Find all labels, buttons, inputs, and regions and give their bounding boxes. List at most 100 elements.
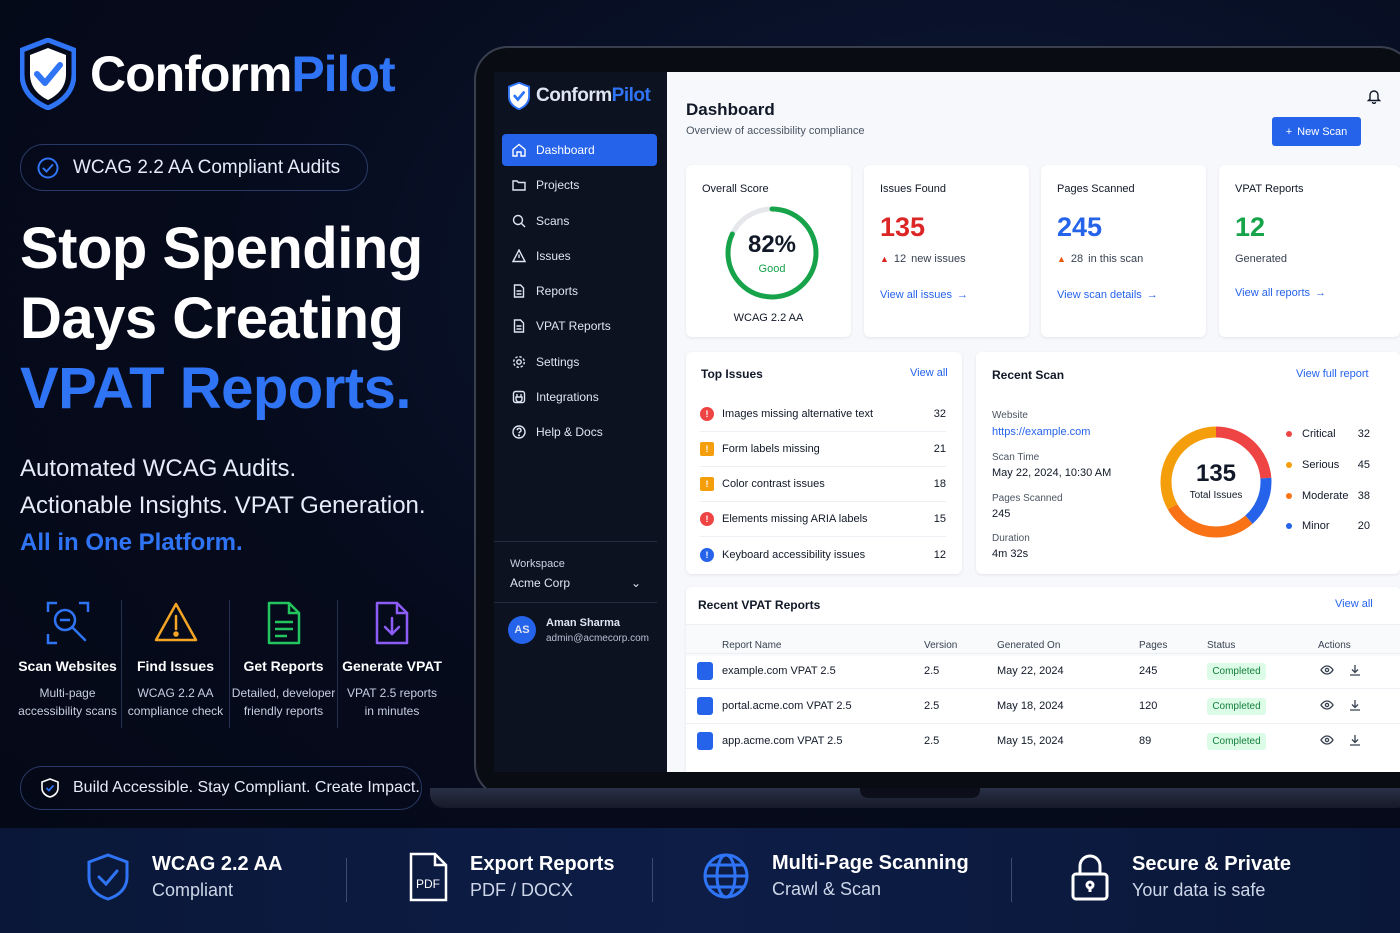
vpat-table-view-all[interactable]: View all <box>1335 598 1373 610</box>
issue-name: Form labels missing <box>722 443 820 455</box>
chevron-down-icon: ⌄ <box>630 576 641 590</box>
sidebar-item-help[interactable]: Help & Docs <box>502 416 657 448</box>
legend-serious: Serious 45 <box>1286 459 1370 471</box>
legend-minor: Minor 20 <box>1286 520 1370 532</box>
headline: Stop Spending Days Creating VPAT Reports… <box>20 214 423 424</box>
bell-icon[interactable] <box>1367 88 1381 104</box>
issue-count: 18 <box>933 478 946 490</box>
table-row[interactable]: portal.acme.com VPAT 2.5 2.5 May 18, 202… <box>686 688 1400 723</box>
pages-scanned-value: 245 <box>992 508 1011 520</box>
strip-desc: Compliant <box>152 880 234 900</box>
user-name: Aman Sharma <box>546 616 620 629</box>
list-item[interactable]: ! Images missing alternative text 32 <box>700 397 946 432</box>
view-all-reports-link[interactable]: View all reports → <box>1235 287 1326 299</box>
feature-title: Find Issues <box>136 658 215 674</box>
issue-count: 32 <box>933 408 946 420</box>
duration-label: Duration <box>992 533 1030 544</box>
shield-check-icon <box>41 778 59 798</box>
app-screen: ConformPilot Dashboard Projects Scans Is… <box>494 72 1400 772</box>
report-pages: 89 <box>1139 735 1152 747</box>
list-item[interactable]: ! Elements missing ARIA labels 15 <box>700 502 946 537</box>
list-item[interactable]: ! Keyboard accessibility issues 12 <box>700 537 946 572</box>
gear-icon <box>512 355 526 368</box>
subheadline-line-1: Automated WCAG Audits. <box>20 455 297 482</box>
feature-list: Scan Websites Multi-page accessibility s… <box>14 600 446 728</box>
pages-value: 245 <box>1057 212 1103 242</box>
sidebar-item-projects[interactable]: Projects <box>502 169 657 201</box>
view-all-issues-link[interactable]: View all issues → <box>880 289 968 301</box>
sidebar-item-label: Dashboard <box>536 143 595 157</box>
sidebar-item-dashboard[interactable]: Dashboard <box>502 134 657 166</box>
help-circle-icon <box>512 425 526 440</box>
report-version: 2.5 <box>924 665 940 677</box>
column-header: Version <box>924 640 958 651</box>
sidebar-item-vpat-reports[interactable]: VPAT Reports <box>502 310 657 342</box>
eye-icon[interactable] <box>1320 663 1334 677</box>
score-label: Overall Score <box>702 183 769 195</box>
brand: ConformPilot <box>20 38 396 110</box>
scan-search-icon <box>46 601 89 645</box>
main-content: Dashboard Overview of accessibility comp… <box>667 72 1400 772</box>
sidebar-item-label: Issues <box>536 248 571 263</box>
scan-time: May 22, 2024, 10:30 AM <box>992 467 1112 479</box>
website-label: Website <box>992 410 1028 421</box>
column-header: Pages <box>1139 640 1168 651</box>
eye-icon[interactable] <box>1320 698 1334 712</box>
sidebar-nav: Dashboard Projects Scans Issues Reports … <box>502 134 657 452</box>
duration-value: 4m 32s <box>992 548 1029 560</box>
legend-moderate: Moderate 38 <box>1286 490 1370 502</box>
view-full-report-link[interactable]: View full report <box>1296 368 1369 380</box>
top-issues-view-all[interactable]: View all <box>910 367 948 379</box>
new-scan-label: New Scan <box>1297 125 1348 138</box>
download-icon[interactable] <box>1348 663 1362 677</box>
sidebar: ConformPilot Dashboard Projects Scans Is… <box>494 72 667 772</box>
sidebar-brand[interactable]: ConformPilot <box>508 82 651 110</box>
report-pages: 120 <box>1139 700 1158 712</box>
eye-icon[interactable] <box>1320 733 1334 747</box>
triangle-up-icon: ▲ <box>1057 254 1066 264</box>
vpat-label: VPAT Reports <box>1235 183 1304 195</box>
feature-scan: Scan Websites Multi-page accessibility s… <box>14 600 122 728</box>
sidebar-item-integrations[interactable]: Integrations <box>502 381 657 413</box>
view-scan-details-link[interactable]: View scan details → <box>1057 289 1158 301</box>
feature-desc: WCAG 2.2 AA <box>137 686 214 700</box>
download-icon[interactable] <box>1348 698 1362 712</box>
shield-check-icon <box>20 38 76 110</box>
sidebar-item-issues[interactable]: Issues <box>502 240 657 272</box>
issues-meta-count: 12 <box>893 253 907 265</box>
download-icon[interactable] <box>1348 733 1362 747</box>
table-row[interactable]: app.acme.com VPAT 2.5 2.5 May 15, 2024 8… <box>686 723 1400 758</box>
strip-desc: PDF / DOCX <box>470 880 574 900</box>
table-row[interactable]: example.com VPAT 2.5 2.5 May 22, 2024 24… <box>686 653 1400 688</box>
list-item[interactable]: ! Form labels missing 21 <box>700 432 946 467</box>
arrow-right-icon: → <box>1315 287 1326 299</box>
report-name: portal.acme.com VPAT 2.5 <box>722 700 852 712</box>
divider <box>1011 858 1012 902</box>
folder-icon <box>512 180 526 191</box>
feature-vpat: Generate VPAT VPAT 2.5 reports in minute… <box>338 600 446 728</box>
list-item[interactable]: ! Color contrast issues 18 <box>700 467 946 502</box>
workspace-selector[interactable]: Workspace Acme Corp ⌄ <box>494 541 657 603</box>
pdf-file-icon: PDF <box>409 852 448 902</box>
donut-slice-minor <box>1160 426 1272 538</box>
issues-value: 135 <box>880 212 926 242</box>
new-scan-button[interactable]: + New Scan <box>1272 117 1361 146</box>
issue-name: Elements missing ARIA labels <box>722 513 868 525</box>
report-date: May 15, 2024 <box>997 735 1064 747</box>
donut-slice-serious <box>1160 426 1272 538</box>
report-name: example.com VPAT 2.5 <box>722 665 836 677</box>
sidebar-item-settings[interactable]: Settings <box>502 346 657 378</box>
globe-icon <box>703 853 749 899</box>
column-header: Actions <box>1318 640 1351 651</box>
sidebar-item-label: Settings <box>536 354 580 369</box>
sidebar-item-scans[interactable]: Scans <box>502 205 657 237</box>
strip-title: Export Reports <box>470 853 615 875</box>
donut-total: 135 <box>1195 460 1237 487</box>
score-value: 82% <box>747 231 797 258</box>
user-profile[interactable]: AS Aman Sharma admin@acmecorp.com <box>508 616 649 644</box>
report-version: 2.5 <box>924 735 940 747</box>
website-link[interactable]: https://example.com <box>992 426 1091 438</box>
sidebar-item-reports[interactable]: Reports <box>502 275 657 307</box>
sidebar-item-label: Reports <box>536 284 579 299</box>
avatar: AS <box>508 616 536 644</box>
